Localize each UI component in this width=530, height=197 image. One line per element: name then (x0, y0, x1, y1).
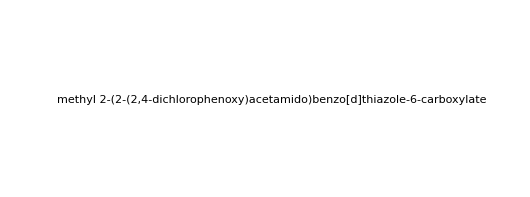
Text: methyl 2-(2-(2,4-dichlorophenoxy)acetamido)benzo[d]thiazole-6-carboxylate: methyl 2-(2-(2,4-dichlorophenoxy)acetami… (57, 95, 487, 105)
